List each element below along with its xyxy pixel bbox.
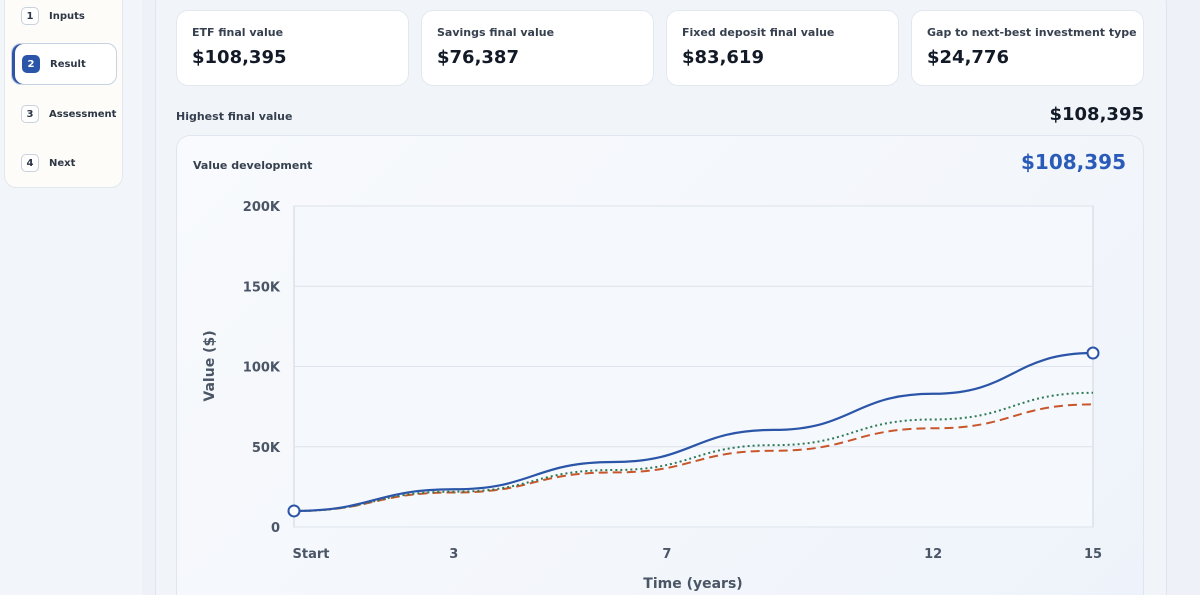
chart-axes: 0 50K 100K 150K 200K Start 3 7 12 15 <box>243 200 1102 562</box>
x-tick-label: 12 <box>924 547 942 562</box>
series-endpoint-marker <box>287 504 301 518</box>
series-endpoint-marker <box>1086 346 1100 360</box>
step-number: 2 <box>22 55 40 73</box>
y-tick-label: 100K <box>243 361 281 376</box>
y-tick-label: 50K <box>252 441 281 456</box>
step-inputs[interactable]: 1 Inputs <box>11 0 117 37</box>
stat-label: Gap to next-best investment type <box>927 26 1137 39</box>
y-tick-label: 200K <box>243 200 281 215</box>
stat-card-fixed-deposit: Fixed deposit final value $83,619 <box>666 10 899 86</box>
x-tick-label: Start <box>293 547 330 562</box>
stat-value: $83,619 <box>682 47 764 68</box>
chart-headline-value: $108,395 <box>1020 150 1126 174</box>
step-label: Next <box>49 157 76 169</box>
chart-markers <box>287 346 1100 518</box>
step-label: Inputs <box>49 10 85 22</box>
step-number: 3 <box>21 105 39 123</box>
stat-card-savings: Savings final value $76,387 <box>421 10 654 86</box>
stat-card-gap: Gap to next-best investment type $24,776 <box>911 10 1144 86</box>
y-tick-label: 0 <box>271 521 280 536</box>
step-assessment[interactable]: 3 Assessment <box>11 93 117 135</box>
stat-label: Savings final value <box>437 26 555 39</box>
step-result[interactable]: 2 Result <box>11 43 117 85</box>
series-line-1 <box>293 391 1094 512</box>
highest-value: $108,395 <box>1049 104 1144 125</box>
chart-series <box>293 351 1094 513</box>
highest-value-label: Highest final value <box>176 110 293 123</box>
x-tick-label: 7 <box>662 547 671 562</box>
x-tick-label: 3 <box>449 547 458 562</box>
step-number: 1 <box>21 7 39 25</box>
stat-value: $24,776 <box>927 47 1009 68</box>
stat-label: ETF final value <box>192 26 284 39</box>
stat-value: $76,387 <box>437 47 519 68</box>
step-label: Result <box>50 58 86 70</box>
x-tick-label: 15 <box>1084 547 1102 562</box>
step-next[interactable]: 4 Next <box>11 142 117 184</box>
step-label: Assessment <box>49 108 117 120</box>
y-axis-title: Value ($) <box>202 330 218 401</box>
step-number: 4 <box>21 154 39 172</box>
series-line-0 <box>293 351 1094 513</box>
stat-label: Fixed deposit final value <box>682 26 835 39</box>
stat-value: $108,395 <box>192 47 287 68</box>
step-navigation: 1 Inputs 2 Result 3 Assessment 4 Next <box>4 0 123 188</box>
x-axis-title: Time (years) <box>643 576 742 592</box>
stat-card-etf: ETF final value $108,395 <box>176 10 409 86</box>
sidebar: 1 Inputs 2 Result 3 Assessment 4 Next <box>0 0 142 595</box>
chart-grid <box>293 205 1094 528</box>
chart-title: Value development <box>193 159 313 172</box>
y-tick-label: 150K <box>243 280 281 295</box>
